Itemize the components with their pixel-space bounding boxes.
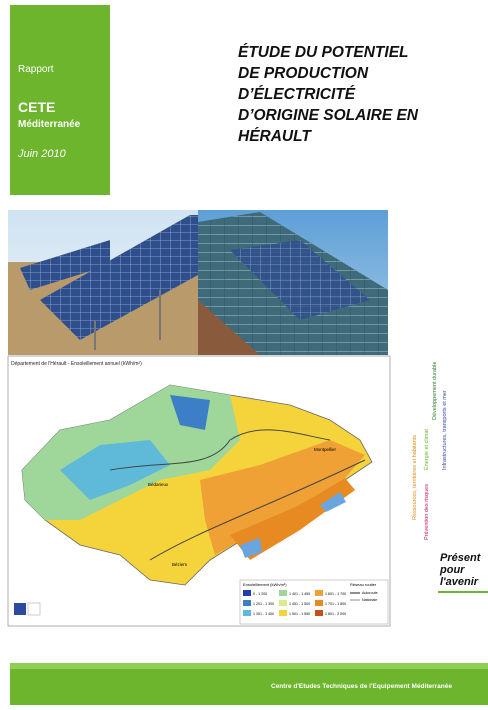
title-line: D’ORIGINE SOLAIRE EN [238,107,419,124]
logo [14,603,26,615]
theme: Prévention des risques [424,484,430,540]
legend-swatch [315,590,323,596]
map-title: Département de l'Hérault - Ensoleillemen… [11,361,142,367]
legend-swatch [243,600,251,606]
legend-swatch [315,600,323,606]
slogan-line: l'avenir [440,576,479,588]
logo [28,603,40,615]
photo-solar-roof [198,210,388,355]
legend-label: 1 451 - 1 500 [289,602,310,606]
title-line: DE PRODUCTION [238,65,369,82]
legend-swatch [315,610,323,616]
legend-label: 1 501 - 1 550 [289,612,310,616]
legend-road: Nationale [362,598,377,602]
theme: Énergie et climat [423,429,430,470]
city-label: Montpellier [314,447,337,452]
legend-label: 1 401 - 1 450 [289,592,310,596]
legend-label: 1 701 - 1 800 [325,602,346,606]
legend-swatch [243,590,251,596]
map: Département de l'Hérault - Ensoleillemen… [8,356,390,626]
city-label: Béziers [172,562,188,567]
legend-swatch [243,610,251,616]
legend-swatch [279,590,287,596]
title: ÉTUDE DU POTENTIEL DE PRODUCTION D’ÉLECT… [238,44,419,145]
legend-label: 1 301 - 1 400 [253,612,274,616]
legend-label: 1 201 - 1 300 [253,602,274,606]
report-label: Rapport [18,64,54,75]
title-line: ÉTUDE DU POTENTIEL [238,44,409,61]
theme: Ressources, territoires et habitants [412,435,418,520]
themes: Ressources, territoires et habitants Éne… [412,362,448,540]
legend-road: Autoroute [362,591,378,595]
slogan-line: pour [439,564,465,576]
footer-stripe [10,663,488,669]
slogan: Présent pour l'avenir [439,552,482,588]
org-name: CETE [18,99,55,115]
theme: Développement durable [432,362,438,420]
title-line: D’ÉLECTRICITÉ [238,86,356,103]
legend-swatch [279,600,287,606]
theme: Infrastructures, transports et mer [442,390,448,470]
photo-solar-field [8,210,198,355]
date: Juin 2010 [17,148,67,160]
city-label: Bédarieux [148,482,169,487]
legend-swatch [279,610,287,616]
org-sub: Méditerranée [18,119,81,130]
legend-label: 0 - 1 200 [253,592,267,596]
legend-title: Réseau routier [350,582,377,587]
legend-label: 1 801 - 2 000 [325,612,346,616]
legend-label: 1 601 - 1 700 [325,592,346,596]
cover: Rapport CETE Méditerranée Juin 2010 ÉTUD… [0,0,488,710]
page: Rapport CETE Méditerranée Juin 2010 ÉTUD… [0,0,488,710]
footer-text: Centre d'Etudes Techniques de l'Equipeme… [271,683,452,690]
slogan-line: Présent [440,552,482,564]
title-line: HÉRAULT [238,128,312,145]
map-legend: Ensoleillement (kWh/m²) Réseau routier A… [240,580,388,624]
legend-title: Ensoleillement (kWh/m²) [243,582,287,587]
